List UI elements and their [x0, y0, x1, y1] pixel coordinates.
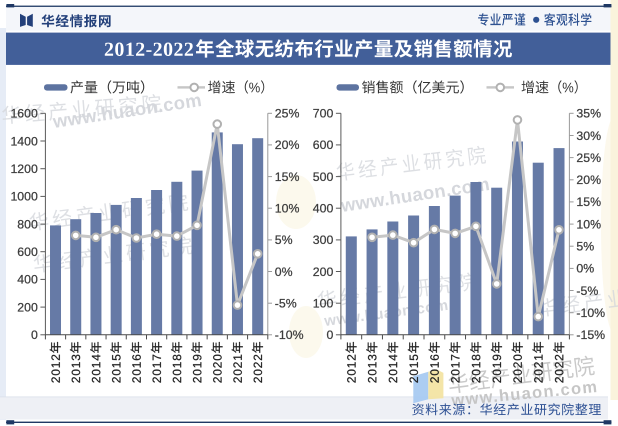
svg-text:20%: 20% [576, 173, 601, 187]
svg-text:-15%: -15% [576, 328, 605, 342]
svg-text:10%: 10% [275, 202, 300, 216]
svg-text:500: 500 [313, 170, 334, 184]
svg-text:0: 0 [326, 328, 333, 342]
svg-text:0%: 0% [275, 265, 293, 279]
svg-text:1600: 1600 [10, 107, 38, 121]
svg-text:-10%: -10% [275, 328, 304, 342]
svg-text:600: 600 [313, 138, 334, 152]
svg-text:0%: 0% [576, 262, 594, 276]
svg-text:-5%: -5% [576, 284, 598, 298]
svg-text:600: 600 [17, 245, 38, 259]
svg-text:200: 200 [313, 265, 334, 279]
svg-text:800: 800 [17, 217, 38, 231]
svg-text:35%: 35% [576, 107, 601, 121]
svg-text:5%: 5% [275, 233, 293, 247]
svg-text:1400: 1400 [10, 134, 38, 148]
svg-text:400: 400 [313, 202, 334, 216]
svg-text:1000: 1000 [10, 190, 38, 204]
svg-text:15%: 15% [275, 170, 300, 184]
svg-text:25%: 25% [275, 107, 300, 121]
svg-text:25%: 25% [576, 151, 601, 165]
svg-text:5%: 5% [576, 240, 594, 254]
svg-text:0: 0 [31, 328, 38, 342]
svg-text:10%: 10% [576, 217, 601, 231]
svg-text:-5%: -5% [275, 297, 297, 311]
svg-text:100: 100 [313, 297, 334, 311]
svg-text:1200: 1200 [10, 162, 38, 176]
svg-text:30%: 30% [576, 129, 601, 143]
svg-text:-10%: -10% [576, 306, 605, 320]
svg-text:15%: 15% [576, 195, 601, 209]
svg-text:20%: 20% [275, 138, 300, 152]
svg-text:700: 700 [313, 107, 334, 121]
svg-text:400: 400 [17, 273, 38, 287]
svg-text:300: 300 [313, 233, 334, 247]
svg-text:200: 200 [17, 300, 38, 314]
